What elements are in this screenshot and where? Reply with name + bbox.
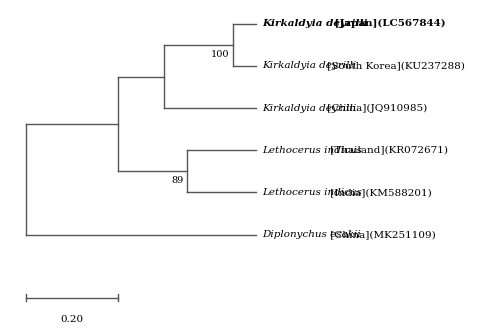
Text: 89: 89 [172, 176, 183, 185]
Text: [Japan](LC567844): [Japan](LC567844) [331, 19, 446, 28]
Text: [South Korea](KU237288): [South Korea](KU237288) [324, 61, 464, 71]
Text: Lethocerus indicus: Lethocerus indicus [262, 146, 362, 155]
Text: [India](KM588201): [India](KM588201) [328, 188, 432, 197]
Text: Kirkaldyia deyrilli: Kirkaldyia deyrilli [262, 19, 368, 28]
Text: 0.20: 0.20 [60, 314, 84, 324]
Text: Diplonychus esakii: Diplonychus esakii [262, 230, 360, 239]
Text: [Thailand](KR072671): [Thailand](KR072671) [328, 146, 448, 155]
Text: Lethocerus indicus: Lethocerus indicus [262, 188, 362, 197]
Text: [China](JQ910985): [China](JQ910985) [324, 104, 427, 113]
Text: Kirkaldyia deyrilli: Kirkaldyia deyrilli [262, 61, 356, 71]
Text: Kirkaldyia deyrilli: Kirkaldyia deyrilli [262, 104, 356, 113]
Text: [China](MK251109): [China](MK251109) [326, 230, 436, 239]
Text: 100: 100 [211, 50, 230, 59]
